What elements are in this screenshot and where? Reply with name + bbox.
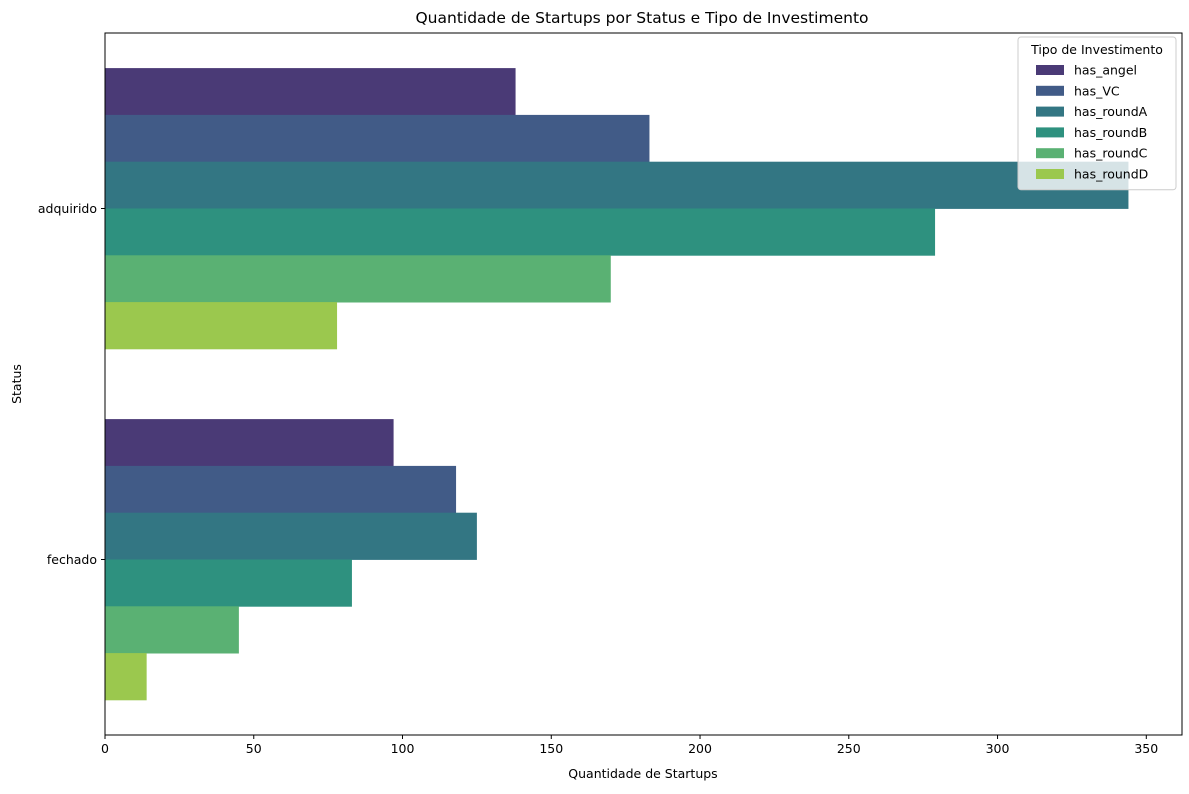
legend-title: Tipo de Investimento <box>1030 42 1163 57</box>
legend-label-has_roundD: has_roundD <box>1074 167 1148 182</box>
chart-title: Quantidade de Startups por Status e Tipo… <box>415 9 868 27</box>
x-tick-label-250: 250 <box>837 741 861 756</box>
bar-has_VC-adquirido <box>105 114 650 163</box>
plot-frame <box>104 32 1183 736</box>
legend-label-has_roundC: has_roundC <box>1074 146 1148 161</box>
x-axis-label: Quantidade de Startups <box>568 766 717 781</box>
bar-has_roundB-fechado <box>105 559 352 607</box>
bar-has_angel-adquirido <box>105 68 516 116</box>
legend-label-has_roundA: has_roundA <box>1074 104 1148 119</box>
legend-label-has_roundB: has_roundB <box>1074 125 1147 140</box>
bar-has_VC-fechado <box>105 465 457 514</box>
x-tick-label-350: 350 <box>1134 741 1158 756</box>
bar-has_roundD-fechado <box>105 653 147 701</box>
legend-label-has_angel: has_angel <box>1074 63 1137 78</box>
legend-swatch-has_roundD <box>1036 169 1064 179</box>
bars-layer <box>105 68 1129 701</box>
x-tick-label-150: 150 <box>539 741 563 756</box>
axes-layer: adquirido fechado 0 50 100 150 200 250 300 350 <box>38 32 1183 756</box>
legend-swatch-has_VC <box>1036 85 1064 96</box>
bar-has_roundD-adquirido <box>105 302 338 350</box>
bar-has_roundC-fechado <box>105 606 239 654</box>
x-tick-label-200: 200 <box>688 741 712 756</box>
x-tick-label-50: 50 <box>246 741 262 756</box>
bar-has_roundA-adquirido <box>105 161 1129 209</box>
x-tick-label-300: 300 <box>986 741 1010 756</box>
legend: Tipo de Investimento has_angel has_VC has_r… <box>1017 36 1177 191</box>
legend-swatch-has_angel <box>1036 65 1064 75</box>
bar-has_roundB-adquirido <box>105 208 936 256</box>
legend-label-has_VC: has_VC <box>1074 83 1120 98</box>
legend-swatch-has_roundC <box>1036 148 1064 159</box>
legend-swatch-has_roundA <box>1036 106 1064 117</box>
y-tick-label-fechado: fechado <box>47 552 97 567</box>
bar-has_roundA-fechado <box>105 512 477 560</box>
bar-has_roundC-adquirido <box>105 255 611 303</box>
y-tick-label-adquirido: adquirido <box>38 201 97 216</box>
y-axis-label: Status <box>9 364 24 404</box>
x-tick-label-100: 100 <box>391 741 415 756</box>
bar-has_angel-fechado <box>105 419 394 467</box>
legend-swatch-has_roundB <box>1036 127 1064 138</box>
x-tick-label-0: 0 <box>101 741 109 756</box>
